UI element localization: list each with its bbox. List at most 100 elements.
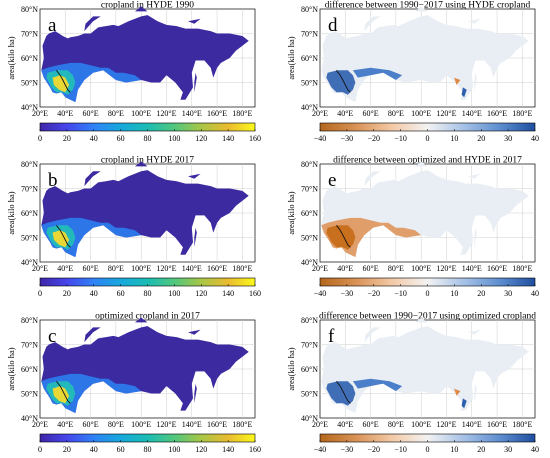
- colorbar-tick-label: −20: [367, 134, 380, 143]
- colorbar-tick-label: 20: [63, 134, 71, 143]
- colorbar-tick-label: 30: [504, 134, 512, 143]
- border-line: [56, 381, 71, 404]
- lat-label: 70°N: [21, 185, 38, 194]
- lat-label: 60°N: [301, 365, 318, 374]
- island: [364, 16, 381, 32]
- panel-title: optimized cropland in 2017: [95, 312, 200, 322]
- island: [194, 227, 197, 248]
- lon-label: 160°E: [207, 109, 227, 118]
- lon-label: 40°E: [57, 264, 73, 273]
- colorbar-tick-label: 40: [90, 445, 98, 453]
- lon-label: 140°E: [182, 109, 202, 118]
- lat-label: 70°N: [301, 30, 318, 39]
- land-area: [321, 15, 529, 103]
- lat-label: 60°N: [301, 54, 318, 63]
- island: [468, 329, 481, 335]
- lon-label: 60°E: [83, 109, 99, 118]
- lat-label: 80°N: [301, 160, 318, 169]
- island: [194, 72, 197, 93]
- lat-label: 80°N: [301, 5, 318, 14]
- lat-label: 60°N: [301, 209, 318, 218]
- land-area: [41, 170, 249, 258]
- colorbar-tick-label: 140: [222, 134, 234, 143]
- panel-d: difference between 1990−2017 using HYDE …: [286, 0, 539, 143]
- land-area: [321, 170, 529, 258]
- lon-label: 140°E: [462, 420, 482, 429]
- lon-label: 180°E: [512, 264, 532, 273]
- difference-positive: [326, 381, 356, 406]
- island: [188, 18, 201, 24]
- lat-label: 60°N: [21, 209, 38, 218]
- border-line: [336, 381, 351, 404]
- cropland-high: [52, 75, 70, 93]
- lon-label: 40°E: [337, 420, 353, 429]
- lon-label: 140°E: [182, 420, 202, 429]
- difference-positive-east: [352, 378, 403, 392]
- colorbar-tick-label: 160: [249, 289, 261, 298]
- lat-label: 40°N: [301, 103, 318, 112]
- lon-label: 140°E: [182, 264, 202, 273]
- colorbar-tick-label: 80: [144, 289, 152, 298]
- lon-label: 80°E: [388, 109, 404, 118]
- lon-label: 20°E: [312, 264, 328, 273]
- lat-label: 60°N: [21, 365, 38, 374]
- colorbar-tick-label: 20: [477, 445, 485, 453]
- lon-label: 60°E: [83, 420, 99, 429]
- colorbar-tick-label: 160: [249, 134, 261, 143]
- lat-label: 80°N: [21, 160, 38, 169]
- lon-label: 80°E: [108, 264, 124, 273]
- island: [84, 16, 101, 32]
- lon-label: 180°E: [512, 109, 532, 118]
- lon-label: 160°E: [207, 264, 227, 273]
- lat-label: 40°N: [301, 414, 318, 423]
- colorbar-tick-label: 20: [477, 134, 485, 143]
- colorbar-tick-label: −10: [394, 445, 407, 453]
- island: [468, 18, 481, 24]
- lon-label: 80°E: [108, 420, 124, 429]
- lat-label: 80°N: [21, 5, 38, 14]
- border-line: [336, 225, 351, 248]
- panel-letter: c: [48, 326, 56, 347]
- panel-e: difference between optimized and HYDE in…: [286, 155, 539, 299]
- colorbar-tick-label: 0: [38, 445, 42, 453]
- island: [474, 383, 477, 404]
- y-axis-label: area(kilo ha): [286, 36, 296, 79]
- island: [194, 383, 197, 404]
- border-line: [56, 70, 71, 93]
- panel-letter: a: [48, 15, 57, 36]
- lat-label: 50°N: [301, 234, 318, 243]
- lon-label: 40°E: [57, 109, 73, 118]
- lon-label: 60°E: [363, 420, 379, 429]
- colorbar-tick-label: 80: [144, 445, 152, 453]
- lon-label: 120°E: [436, 420, 456, 429]
- island: [84, 171, 101, 187]
- lon-label: 60°E: [363, 109, 379, 118]
- colorbar-tick-label: 40: [90, 134, 98, 143]
- panel-b: cropland in HYDE 2017 b 80°N 70°N 60°N 50°N 40…: [6, 156, 261, 299]
- difference-positive-east: [352, 67, 403, 80]
- lon-label: 180°E: [232, 264, 252, 273]
- colorbar-tick-label: 20: [63, 289, 71, 298]
- colorbar-tick-label: 160: [249, 445, 261, 453]
- colorbar-tick-label: 60: [117, 289, 125, 298]
- island: [188, 173, 201, 179]
- difference-positive-far-east: [461, 398, 467, 409]
- colorbar-tick-label: 0: [38, 134, 42, 143]
- colorbar-tick-label: 100: [168, 134, 180, 143]
- y-axis-label: area(kilo ha): [6, 36, 16, 79]
- lon-label: 100°E: [411, 264, 431, 273]
- island: [414, 317, 428, 323]
- lon-label: 100°E: [411, 420, 431, 429]
- colorbar-tick-label: 10: [450, 445, 458, 453]
- lon-label: 160°E: [487, 109, 507, 118]
- lon-label: 100°E: [131, 109, 151, 118]
- lon-label: 60°E: [363, 264, 379, 273]
- lat-label: 50°N: [21, 390, 38, 399]
- lat-label: 50°N: [21, 79, 38, 88]
- colorbar-tick-label: 100: [168, 445, 180, 453]
- colorbar-tick-label: 40: [90, 289, 98, 298]
- lon-label: 20°E: [32, 264, 48, 273]
- lat-label: 70°N: [21, 341, 38, 350]
- lon-label: 120°E: [436, 264, 456, 273]
